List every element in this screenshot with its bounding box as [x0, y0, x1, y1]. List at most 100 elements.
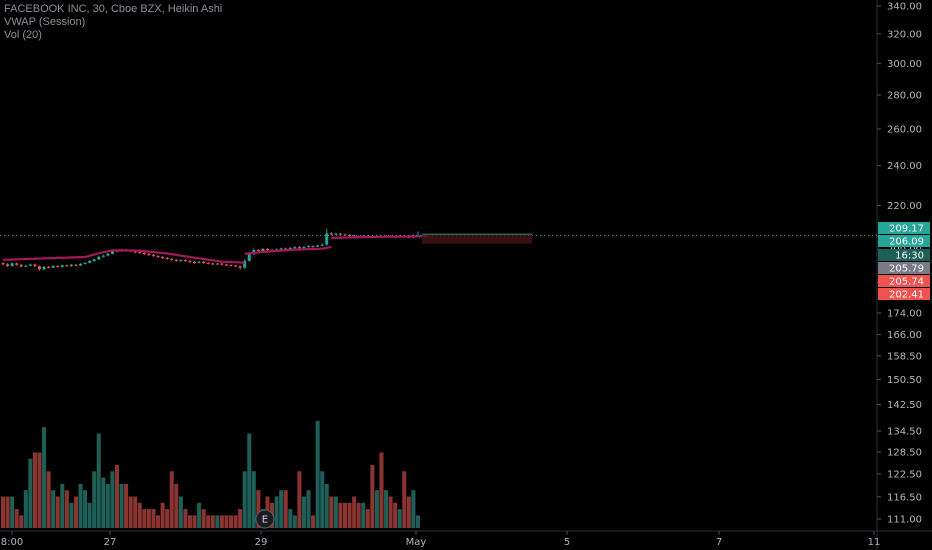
volume-bar [119, 483, 124, 528]
volume-bar [169, 471, 174, 528]
volume-bar [361, 502, 366, 528]
candle [183, 259, 187, 262]
volume-bar [365, 509, 370, 528]
price-tick-label: 111.00 [887, 515, 922, 526]
volume-bar [133, 496, 138, 528]
volume-bar [92, 471, 97, 528]
volume-bar [224, 515, 229, 528]
candle [302, 245, 306, 249]
volume-bar [215, 515, 220, 528]
volume-bar [55, 496, 60, 528]
price-tag-label: 16:30 [895, 251, 924, 262]
candle [106, 252, 110, 257]
volume-bar [356, 502, 361, 528]
candle [51, 265, 55, 269]
volume-bar [301, 496, 306, 528]
time-axis[interactable]: 8:00 27 29 May 5 7 11 [1, 531, 881, 548]
candle [320, 243, 324, 247]
volume-bar [142, 509, 147, 528]
price-tick-label: 142.50 [887, 400, 922, 411]
volume-bars [1, 420, 420, 528]
volume-bar [210, 515, 215, 528]
volume-bar [137, 502, 142, 528]
candle [293, 246, 297, 249]
volume-bar [384, 490, 389, 528]
price-tick-label: 300.00 [887, 59, 922, 70]
candle [215, 262, 219, 265]
volume-bar [96, 433, 101, 528]
volume-bar [397, 509, 402, 528]
volume-bar [46, 471, 51, 528]
volume-bar [306, 490, 311, 528]
symbol-title[interactable]: FACEBOOK INC, 30, Cboe BZX, Heikin Ashi [4, 3, 223, 15]
volume-bar [406, 496, 411, 528]
price-tag: 205.79 [878, 262, 930, 275]
volume-legend[interactable]: Vol (20) [4, 29, 42, 41]
volume-bar [379, 452, 384, 528]
time-tick-label: 11 [868, 537, 881, 548]
vwap-legend[interactable]: VWAP (Session) [4, 16, 86, 28]
candle [142, 251, 146, 255]
candle [197, 260, 201, 264]
candle [202, 261, 206, 264]
volume-bar [174, 483, 179, 528]
time-tick-label: 27 [104, 537, 117, 548]
candle [79, 263, 83, 266]
volume-bar [110, 471, 115, 528]
volume-bar [42, 427, 47, 528]
volume-bar [23, 490, 28, 528]
candle [325, 228, 329, 246]
volume-bar [192, 515, 197, 528]
price-tag-label: 209.17 [889, 224, 924, 235]
price-tick-label: 150.50 [887, 375, 922, 386]
vwap-segment [331, 235, 428, 239]
chart-legend: FACEBOOK INC, 30, Cboe BZX, Heikin Ashi … [4, 3, 222, 42]
price-tag-label: 206.09 [889, 237, 924, 248]
volume-bar [187, 515, 192, 528]
price-tag: 202.41 [878, 288, 930, 301]
volume-bar [178, 496, 183, 528]
candle [316, 244, 320, 248]
volume-bar [64, 490, 69, 528]
candle [88, 260, 92, 264]
price-tick-label: 166.00 [887, 330, 922, 341]
earnings-event-icon[interactable] [255, 509, 275, 529]
price-tag-label: 205.79 [889, 264, 924, 275]
candlesticks [1, 228, 420, 271]
price-tick-label: 260.00 [887, 124, 922, 135]
volume-bar [115, 465, 119, 528]
volume-bar [343, 502, 347, 528]
volume-bar [5, 496, 10, 528]
volume-bar [251, 471, 256, 528]
candle [1, 262, 5, 266]
volume-bar [183, 509, 188, 528]
candle [33, 263, 37, 268]
candle [165, 257, 169, 260]
volume-bar [333, 496, 338, 528]
volume-bar [352, 496, 357, 528]
candle [238, 265, 242, 270]
volume-bar [315, 420, 320, 528]
time-tick-label: 8:00 [1, 537, 23, 548]
volume-bar [242, 471, 247, 528]
price-tags: 209.17 206.09 16:30 205.79 205.74 202.41 [878, 222, 930, 301]
volume-bar [101, 477, 106, 528]
vwap-segment [2, 249, 245, 264]
price-tick-label: 220.00 [887, 201, 922, 212]
volume-bar [324, 483, 329, 528]
candle [348, 234, 352, 237]
chart-overlay: E [0, 233, 877, 529]
price-tick-label: 158.50 [887, 351, 922, 362]
projection-box [421, 234, 532, 244]
volume-bar [14, 509, 19, 528]
candle [15, 262, 19, 266]
candle [311, 245, 315, 248]
volume-bar [292, 515, 297, 528]
volume-bar [201, 509, 206, 528]
candle [234, 264, 238, 268]
candle [28, 263, 32, 267]
price-tick-label: 134.50 [887, 426, 922, 437]
candle [74, 264, 78, 267]
price-tick-label: 240.00 [887, 161, 922, 172]
